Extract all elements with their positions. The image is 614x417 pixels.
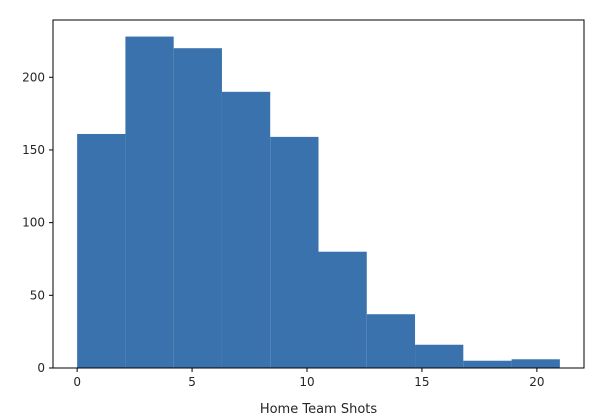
x-tick-label: 0 bbox=[73, 375, 81, 389]
x-tick-label: 5 bbox=[188, 375, 196, 389]
histogram-bar bbox=[173, 48, 222, 368]
x-tick-label: 15 bbox=[414, 375, 429, 389]
histogram-bar bbox=[366, 314, 416, 368]
histogram-bar bbox=[463, 360, 512, 368]
x-tick-label: 20 bbox=[529, 375, 544, 389]
x-tick-label: 10 bbox=[299, 375, 314, 389]
y-tick-label: 150 bbox=[22, 143, 45, 157]
histogram-bar bbox=[77, 133, 126, 368]
histogram-bar bbox=[511, 359, 560, 368]
y-tick-label: 50 bbox=[30, 288, 45, 302]
bars-group bbox=[77, 36, 560, 369]
histogram-bar bbox=[318, 251, 367, 368]
y-tick-label: 200 bbox=[22, 70, 45, 84]
histogram-bar bbox=[270, 136, 319, 368]
histogram-bar bbox=[125, 36, 174, 368]
x-axis: 0 5 10 15 20 bbox=[73, 368, 545, 389]
y-axis: 0 50 100 150 200 bbox=[22, 70, 53, 375]
plot-frame bbox=[52, 19, 585, 369]
x-axis-label: Home Team Shots bbox=[260, 402, 378, 417]
y-tick-label: 100 bbox=[22, 216, 45, 230]
y-tick-label: 0 bbox=[37, 361, 45, 375]
histogram-bar bbox=[221, 91, 271, 369]
histogram-bar bbox=[415, 344, 464, 368]
